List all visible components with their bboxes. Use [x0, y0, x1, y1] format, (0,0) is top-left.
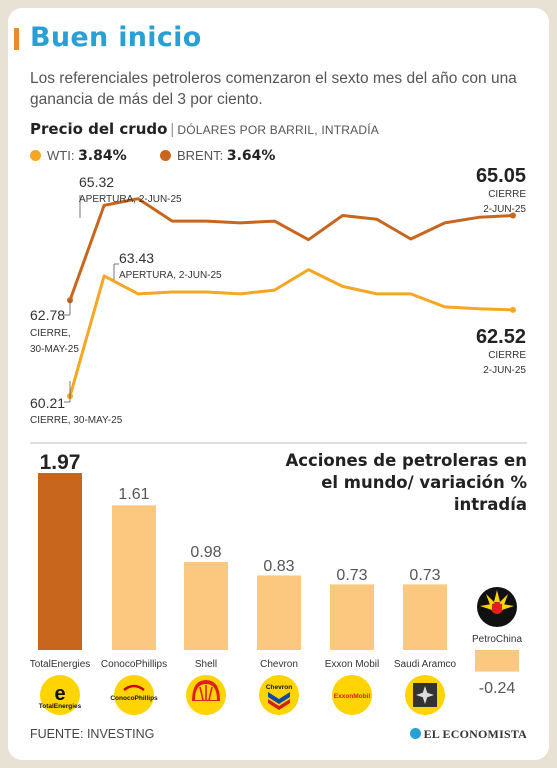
- bar-shell: [184, 561, 228, 650]
- brent-legend-dot: [160, 150, 171, 161]
- bar-saudi-aramco: [403, 584, 447, 650]
- page-title: Buen inicio: [30, 22, 202, 53]
- company-conoco: ConocoPhillips: [101, 659, 167, 670]
- shell-logo-icon: [186, 675, 226, 715]
- chevron-logo-icon: Chevron: [259, 675, 299, 715]
- brand-logo-icon: [409, 728, 421, 739]
- bar-label-shell: 0.98: [190, 544, 221, 561]
- bar-totalenergies: [38, 473, 82, 650]
- company-aramco: Saudi Aramco: [394, 659, 457, 670]
- footer-source: FUENTE: INVESTING: [30, 727, 155, 741]
- conocophillips-logo-icon: ConocoPhillips: [110, 675, 158, 715]
- company-shell: Shell: [195, 659, 217, 670]
- oil-chart-heading: Precio del crudo | DÓLARES POR BARRIL, INT…: [30, 120, 379, 138]
- bar-layer: [38, 473, 519, 672]
- bar-label-exxon: 0.73: [336, 567, 367, 584]
- svg-text:e: e: [54, 683, 65, 705]
- oil-chart-title: Precio del crudo: [30, 120, 168, 138]
- heading-separator: |: [170, 121, 175, 138]
- bar-label-petrochina: -0.24: [479, 680, 516, 697]
- legend-wti: WTI: 3.84%: [30, 148, 127, 164]
- footer-brand-text: EL ECONOMISTA: [423, 727, 527, 741]
- footer-brand: EL ECONOMISTA: [409, 727, 527, 742]
- bar-label-aramco: 0.73: [409, 567, 440, 584]
- bar-exxon-mobil: [330, 584, 374, 650]
- saudi-aramco-logo-icon: [405, 675, 445, 715]
- bar-conocophillips: [112, 505, 156, 650]
- wti-legend-dot: [30, 150, 41, 161]
- oil-chart-unit: DÓLARES POR BARRIL, INTRADÍA: [177, 123, 379, 137]
- company-exxon: Exxon Mobil: [325, 659, 379, 670]
- title-accent-bar: [14, 28, 19, 50]
- bar-chevron: [257, 575, 301, 650]
- petrochina-logo-icon: [477, 587, 517, 627]
- brent-legend-label: BRENT:: [177, 148, 224, 163]
- company-chevron: Chevron: [260, 659, 298, 670]
- stocks-chart-title: Acciones de petroleras en el mundo/ vari…: [285, 451, 527, 514]
- wti-legend-change: 3.84%: [78, 148, 127, 164]
- bar-label-chevron: 0.83: [263, 558, 294, 575]
- wti-legend-label: WTI:: [47, 148, 75, 163]
- legend-brent: BRENT: 3.64%: [160, 148, 275, 164]
- company-petrochina: PetroChina: [472, 634, 522, 645]
- brent-legend-change: 3.64%: [226, 148, 276, 164]
- totalenergies-logo-icon: e TotalEnergies: [39, 675, 82, 715]
- bar-label-total: 1.97: [40, 451, 81, 474]
- chevron-logo-text: Chevron: [266, 684, 292, 691]
- bar-petrochina: [475, 650, 519, 672]
- conocophillips-logo-text: ConocoPhillips: [110, 695, 158, 702]
- totalenergies-logo-text: TotalEnergies: [39, 703, 82, 710]
- exxonmobil-logo-icon: ExxonMobil: [332, 675, 372, 715]
- page-subtitle: Los referenciales petroleros comenzaron …: [30, 70, 517, 108]
- company-total: TotalEnergies: [30, 659, 91, 670]
- exxonmobil-logo-text: ExxonMobil: [334, 693, 371, 700]
- bar-label-conoco: 1.61: [118, 486, 149, 503]
